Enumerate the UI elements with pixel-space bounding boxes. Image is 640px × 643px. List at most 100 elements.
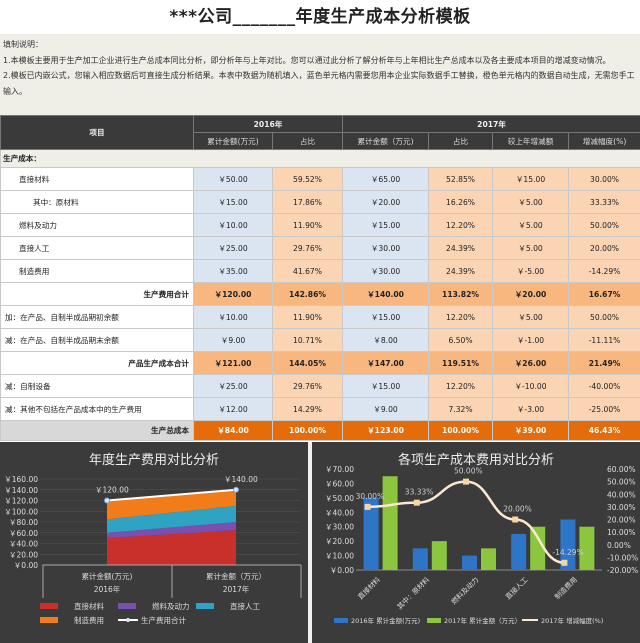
y2-tick-label: 30.00% bbox=[607, 503, 636, 512]
row-label: 生产费用合计 bbox=[0, 282, 194, 306]
legend-swatch bbox=[40, 617, 58, 623]
formula-cell: ￥84.00 bbox=[193, 420, 273, 441]
formula-cell: ￥5.00 bbox=[492, 213, 570, 237]
formula-cell: 17.86% bbox=[271, 190, 344, 214]
input-cell[interactable]: ￥8.00 bbox=[342, 328, 430, 352]
legend-swatch bbox=[427, 618, 441, 623]
formula-cell: 33.33% bbox=[568, 190, 640, 214]
row-label: 直接材料 bbox=[0, 167, 194, 191]
input-cell[interactable]: ￥30.00 bbox=[342, 259, 430, 283]
input-cell[interactable]: ￥50.00 bbox=[193, 167, 273, 191]
chart-item-comparison[interactable]: 各项生产成本费用对比分析 ￥0.00 ￥10.00 ￥20.00 ￥30.00 ￥40.0… bbox=[312, 442, 640, 643]
y-tick-label: ￥60.00 bbox=[9, 529, 38, 538]
data-label: ￥140.00 bbox=[224, 475, 258, 484]
input-cell[interactable]: ￥15.00 bbox=[342, 305, 430, 329]
formula-cell: 16.67% bbox=[568, 282, 640, 306]
input-cell[interactable]: ￥10.00 bbox=[193, 305, 273, 329]
y2-tick-label: 20.00% bbox=[607, 516, 636, 525]
formula-cell: -14.29% bbox=[568, 259, 640, 283]
legend-swatch bbox=[40, 603, 58, 609]
bar-1 bbox=[579, 526, 595, 570]
notes-line-1: 1.本模板主要用于生产加工企业进行生产总成本同比分析，即分析年与上年对比。您可以… bbox=[3, 55, 611, 65]
input-cell[interactable]: ￥15.00 bbox=[342, 213, 430, 237]
formula-cell: 59.52% bbox=[271, 167, 344, 191]
formula-cell: 24.39% bbox=[428, 259, 494, 283]
bar-0 bbox=[560, 519, 576, 570]
y-tick-label: ￥140.00 bbox=[4, 486, 38, 495]
formula-cell: -11.11% bbox=[568, 328, 640, 352]
formula-cell: 50.00% bbox=[568, 213, 640, 237]
input-cell[interactable]: ￥30.00 bbox=[342, 236, 430, 260]
legend-swatch bbox=[196, 603, 214, 609]
formula-cell: ￥-1.00 bbox=[492, 328, 570, 352]
bar-1 bbox=[431, 541, 447, 570]
formula-cell: ￥5.00 bbox=[492, 236, 570, 260]
subheader-4: 较上年增减额 bbox=[492, 132, 570, 150]
input-cell[interactable]: ￥25.00 bbox=[193, 374, 273, 398]
input-cell[interactable]: ￥9.00 bbox=[342, 397, 430, 421]
legend-label: 直接人工 bbox=[230, 601, 260, 611]
growth-point bbox=[463, 478, 469, 485]
bar-0 bbox=[412, 548, 428, 570]
data-label: ￥120.00 bbox=[95, 486, 129, 495]
input-cell[interactable]: ￥15.00 bbox=[193, 190, 273, 214]
formula-cell: ￥121.00 bbox=[193, 351, 273, 375]
total-point bbox=[233, 486, 239, 493]
legend-marker bbox=[126, 618, 130, 622]
row-label: 其中：原材料 bbox=[0, 190, 194, 214]
formula-cell: -25.00% bbox=[568, 397, 640, 421]
y2-tick-label: 60.00% bbox=[607, 465, 636, 474]
bar-0 bbox=[363, 497, 379, 570]
formula-cell: 10.71% bbox=[271, 328, 344, 352]
input-cell[interactable]: ￥35.00 bbox=[193, 259, 273, 283]
formula-cell: 6.50% bbox=[428, 328, 494, 352]
input-cell[interactable]: ￥9.00 bbox=[193, 328, 273, 352]
y-tick-label: ￥70.00 bbox=[325, 465, 354, 474]
table-row: 减：自制设备 ￥25.00 29.76% ￥15.00 12.20% ￥-10.00 -40… bbox=[0, 374, 640, 398]
formula-cell: 11.90% bbox=[271, 305, 344, 329]
legend-label: 2017年 增减幅度(%) bbox=[541, 616, 603, 625]
formula-cell: 46.43% bbox=[568, 420, 640, 441]
y-tick-label: ￥0.00 bbox=[330, 566, 354, 575]
chart-title: 年度生产费用对比分析 bbox=[89, 452, 219, 468]
x-category: 直接人工 bbox=[503, 575, 529, 601]
formula-cell: 100.00% bbox=[428, 420, 494, 441]
row-label: 生产总成本 bbox=[0, 420, 194, 441]
formula-cell: ￥120.00 bbox=[193, 282, 273, 306]
input-cell[interactable]: ￥65.00 bbox=[342, 167, 430, 191]
input-cell[interactable]: ￥15.00 bbox=[342, 374, 430, 398]
row-label: 减：自制设备 bbox=[0, 374, 194, 398]
data-label: 50.00% bbox=[454, 467, 483, 476]
y-tick-label: ￥60.00 bbox=[325, 479, 354, 488]
subheader-2: 累计金额（万元) bbox=[342, 132, 430, 150]
instructions: 填制说明： 1.本模板主要用于生产加工企业进行生产总成本同比分析，即分析年与上年… bbox=[0, 34, 640, 115]
formula-cell: ￥123.00 bbox=[342, 420, 430, 441]
row-label: 减：在产品、自制半成品期末余额 bbox=[0, 328, 194, 352]
row-label: 制造费用 bbox=[0, 259, 194, 283]
section-label: 生产成本： bbox=[0, 149, 640, 168]
formula-cell: ￥5.00 bbox=[492, 305, 570, 329]
chart-annual-expense[interactable]: 年度生产费用对比分析 ￥0.00 ￥20.00 ￥40.00 ￥60.00 ￥80.00 ￥… bbox=[0, 442, 308, 643]
x-category: 制造费用 bbox=[553, 575, 579, 601]
formula-cell: 21.49% bbox=[568, 351, 640, 375]
formula-cell: 29.76% bbox=[271, 374, 344, 398]
y2-tick-label: -20.00% bbox=[607, 566, 638, 575]
row-label: 直接人工 bbox=[0, 236, 194, 260]
input-cell[interactable]: ￥10.00 bbox=[193, 213, 273, 237]
formula-cell: 119.51% bbox=[428, 351, 494, 375]
table-row: 生产费用合计 ￥120.00 142.86% ￥140.00 113.82% ￥20.00… bbox=[0, 282, 640, 306]
formula-cell: 12.20% bbox=[428, 305, 494, 329]
table-row: 其中：原材料 ￥15.00 17.86% ￥20.00 16.26% ￥5.00 33.33… bbox=[0, 190, 640, 214]
row-label: 燃料及动力 bbox=[0, 213, 194, 237]
area-3 bbox=[107, 489, 236, 520]
formula-cell: ￥15.00 bbox=[492, 167, 570, 191]
input-cell[interactable]: ￥25.00 bbox=[193, 236, 273, 260]
formula-cell: 29.76% bbox=[271, 236, 344, 260]
input-cell[interactable]: ￥12.00 bbox=[193, 397, 273, 421]
y-tick-label: ￥40.00 bbox=[9, 540, 38, 549]
input-cell[interactable]: ￥20.00 bbox=[342, 190, 430, 214]
legend-label: 制造费用 bbox=[74, 615, 104, 625]
area-0 bbox=[107, 530, 236, 565]
formula-cell: 30.00% bbox=[568, 167, 640, 191]
subheader-3: 占比 bbox=[428, 132, 494, 150]
